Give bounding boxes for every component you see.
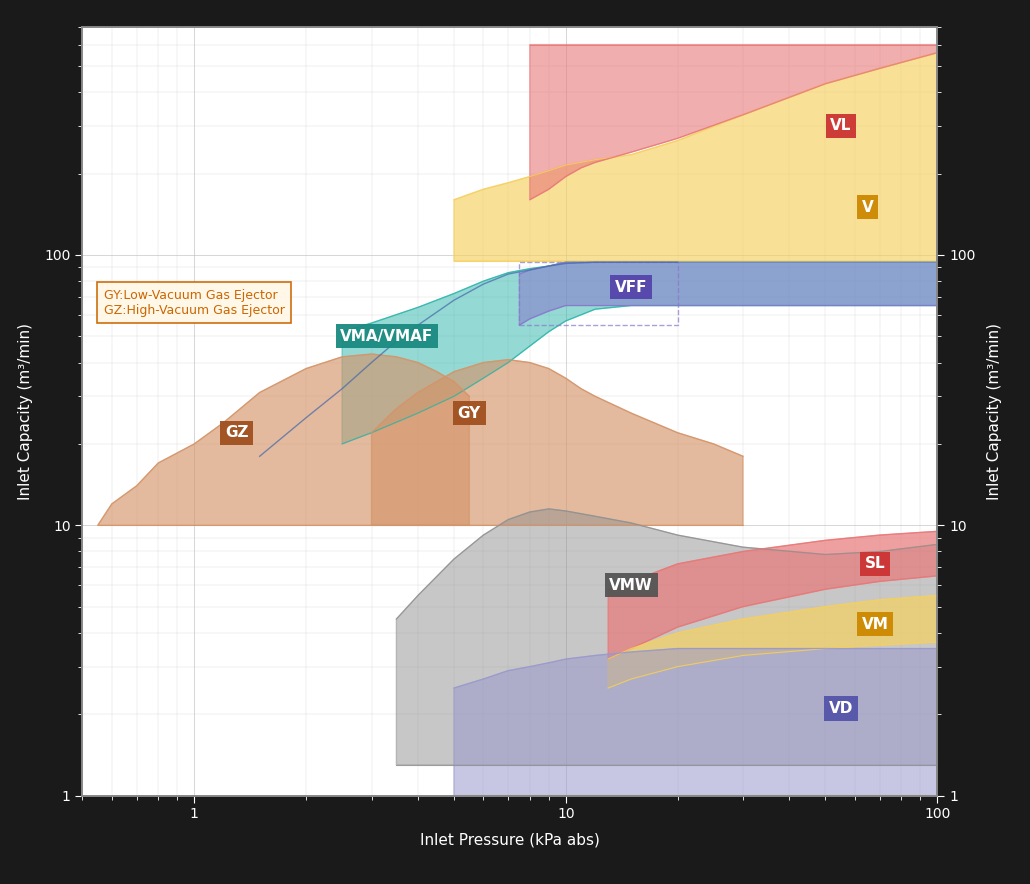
Text: GZ: GZ bbox=[225, 425, 248, 440]
Polygon shape bbox=[342, 263, 937, 444]
Y-axis label: Inlet Capacity (m³/min): Inlet Capacity (m³/min) bbox=[987, 323, 1001, 499]
Text: V: V bbox=[862, 200, 873, 215]
Y-axis label: Inlet Capacity (m³/min): Inlet Capacity (m³/min) bbox=[19, 323, 33, 499]
Text: SL: SL bbox=[865, 556, 886, 571]
Polygon shape bbox=[608, 531, 937, 659]
Polygon shape bbox=[608, 596, 937, 688]
Polygon shape bbox=[372, 360, 743, 525]
Text: VMA/VMAF: VMA/VMAF bbox=[340, 329, 434, 344]
Text: GY:Low-Vacuum Gas Ejector
GZ:High-Vacuum Gas Ejector: GY:Low-Vacuum Gas Ejector GZ:High-Vacuum… bbox=[104, 289, 284, 316]
Polygon shape bbox=[98, 354, 470, 525]
X-axis label: Inlet Pressure (kPa abs): Inlet Pressure (kPa abs) bbox=[420, 833, 599, 848]
Text: VM: VM bbox=[862, 617, 889, 632]
Polygon shape bbox=[519, 263, 937, 325]
Text: VD: VD bbox=[829, 701, 853, 716]
Text: VL: VL bbox=[830, 118, 852, 133]
Text: GY: GY bbox=[457, 406, 481, 421]
Text: VFF: VFF bbox=[615, 279, 648, 294]
Polygon shape bbox=[454, 649, 937, 796]
Polygon shape bbox=[454, 53, 937, 261]
Polygon shape bbox=[397, 509, 937, 765]
Polygon shape bbox=[529, 44, 937, 200]
Text: VMW: VMW bbox=[610, 578, 653, 593]
